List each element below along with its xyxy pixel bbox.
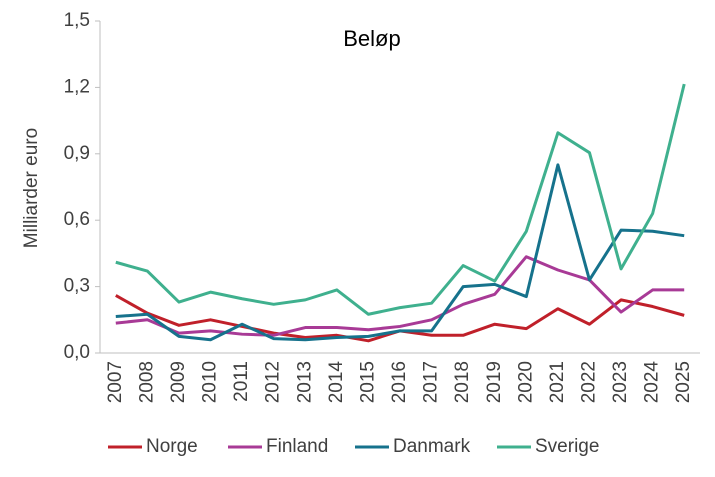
y-axis-label: Milliarder euro (21, 128, 42, 248)
series-line (115, 294, 685, 343)
series-line (115, 83, 686, 316)
x-tick-label: 2008 (136, 361, 157, 403)
x-tick-label: 2020 (515, 361, 536, 403)
series-line (115, 163, 685, 342)
x-tick-label: 2012 (263, 361, 284, 403)
x-tick-label: 2011 (231, 361, 252, 402)
x-tick-label: 2021 (547, 361, 568, 403)
x-tick-label: 2015 (357, 361, 378, 403)
legend-label: Danmark (393, 436, 471, 457)
x-tick-label: 2024 (642, 361, 663, 404)
y-tick-label: 0,6 (64, 209, 90, 230)
y-tick-label: 0,0 (64, 342, 90, 363)
legend-label: Norge (146, 436, 198, 457)
x-tick-label: 2007 (105, 361, 126, 403)
y-tick-label: 1,5 (64, 10, 90, 31)
x-tick-label: 2023 (610, 361, 631, 403)
y-tick-label: 0,9 (64, 143, 90, 164)
x-tick-label: 2016 (389, 361, 410, 403)
x-tick-label: 2017 (421, 361, 442, 403)
x-tick-label: 2009 (168, 361, 189, 403)
y-tick-label: 0,3 (64, 276, 90, 297)
x-tick-label: 2019 (484, 361, 505, 403)
chart-title: Beløp (343, 26, 400, 51)
x-tick-label: 2014 (326, 361, 347, 404)
x-tick-label: 2013 (294, 361, 315, 403)
y-tick-label: 1,2 (64, 76, 90, 97)
x-tick-label: 2010 (200, 361, 221, 403)
legend-label: Finland (266, 436, 328, 457)
x-tick-label: 2022 (578, 361, 599, 403)
legend-label: Sverige (535, 436, 599, 457)
x-tick-label: 2025 (673, 361, 694, 403)
x-tick-label: 2018 (452, 361, 473, 403)
